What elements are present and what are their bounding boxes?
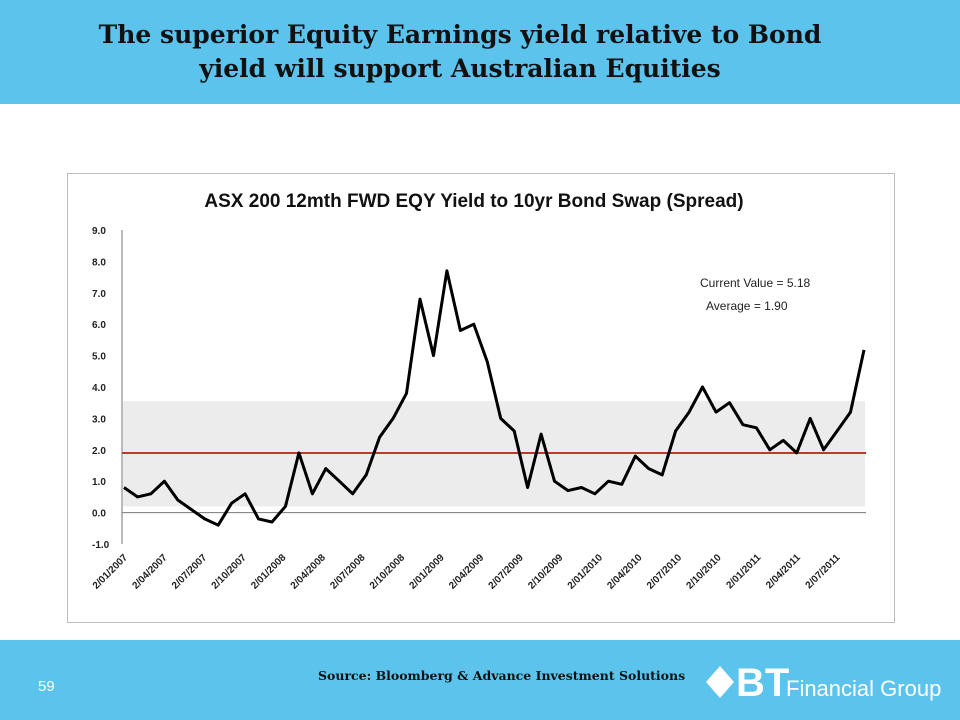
x-tick-label: 2/01/2009 — [407, 552, 447, 592]
logo-mark: BT — [736, 661, 789, 705]
y-tick-label: 0.0 — [92, 509, 106, 520]
logo-text: Financial Group — [786, 676, 941, 701]
header-band: The superior Equity Earnings yield relat… — [0, 0, 960, 104]
x-tick-label: 2/10/2008 — [368, 552, 408, 592]
x-tick-label: 2/01/2010 — [566, 552, 606, 592]
slide-title-line-1: The superior Equity Earnings yield relat… — [98, 20, 822, 49]
current-value-annotation: Current Value = 5.18 — [700, 276, 811, 290]
x-tick-label: 2/01/2007 — [91, 552, 131, 592]
x-tick-label: 2/07/2010 — [645, 552, 685, 592]
chart-frame: ASX 200 12mth FWD EQY Yield to 10yr Bond… — [67, 173, 895, 623]
y-tick-label: 6.0 — [92, 320, 106, 331]
x-tick-label: 2/07/2007 — [170, 552, 210, 592]
source-note: Source: Bloomberg & Advance Investment S… — [318, 668, 686, 683]
x-tick-label: 2/10/2007 — [210, 552, 250, 592]
x-tick-label: 2/04/2010 — [605, 552, 645, 592]
y-tick-label: 3.0 — [92, 414, 106, 425]
x-tick-label: 2/07/2008 — [328, 552, 368, 592]
y-tick-label: 5.0 — [92, 352, 106, 363]
x-tick-label: 2/10/2009 — [526, 552, 566, 592]
y-tick-label: 1.0 — [92, 477, 106, 488]
slide-title: The superior Equity Earnings yield relat… — [20, 18, 900, 86]
bt-financial-group-logo: BT Financial Group — [706, 661, 941, 705]
y-tick-label: 8.0 — [92, 257, 106, 268]
y-tick-label: 2.0 — [92, 446, 106, 457]
x-tick-label: 2/01/2011 — [724, 552, 763, 591]
x-tick-label: 2/04/2011 — [764, 552, 803, 591]
average-annotation: Average = 1.90 — [706, 299, 788, 313]
x-tick-label: 2/04/2009 — [447, 552, 487, 592]
spread-series-line — [123, 269, 866, 527]
x-tick-label: 2/10/2010 — [684, 552, 724, 592]
x-tick-label: 2/04/2007 — [130, 552, 170, 592]
spread-chart: ASX 200 12mth FWD EQY Yield to 10yr Bond… — [91, 191, 866, 592]
y-tick-label: 4.0 — [92, 383, 106, 394]
chart-title: ASX 200 12mth FWD EQY Yield to 10yr Bond… — [204, 191, 743, 212]
x-tick-label: 2/01/2008 — [249, 552, 289, 592]
y-tick-label: 7.0 — [92, 289, 106, 300]
footer-band — [0, 640, 960, 720]
x-tick-label: 2/04/2008 — [289, 552, 329, 592]
x-tick-label: 2/07/2011 — [804, 552, 843, 591]
y-tick-label: 9.0 — [92, 226, 106, 237]
logo-diamond-icon — [706, 666, 734, 698]
slide-title-line-2: yield will support Australian Equities — [199, 54, 721, 83]
x-tick-label: 2/07/2009 — [487, 552, 527, 592]
y-tick-label: -1.0 — [92, 540, 110, 551]
page-number: 59 — [38, 678, 55, 695]
